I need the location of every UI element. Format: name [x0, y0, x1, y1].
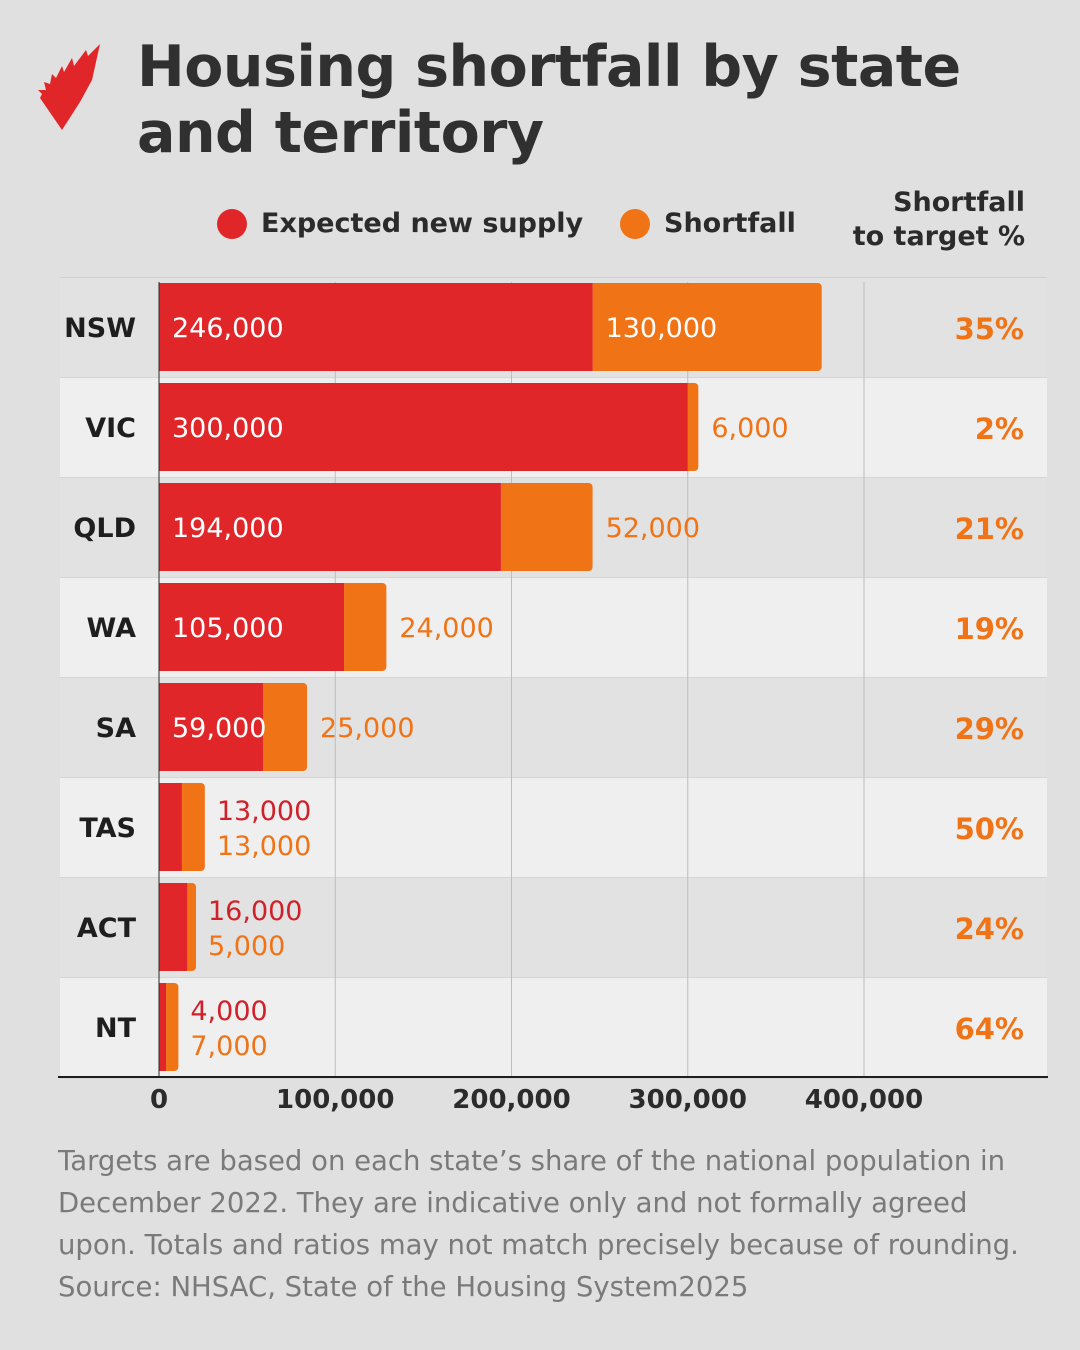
shortfall-bar	[262, 683, 304, 771]
legend-swatch-shortfall	[620, 208, 650, 239]
category-label: QLD	[73, 513, 136, 544]
x-tick-label: 300,000	[629, 1085, 747, 1115]
shortfall-bar	[187, 883, 193, 971]
x-tick-label: 100,000	[276, 1085, 394, 1115]
supply-value-label: 300,000	[172, 413, 284, 444]
shortfall-pct-label: 64%	[955, 1012, 1024, 1046]
x-tick-label: 0	[150, 1085, 168, 1115]
category-label: NSW	[64, 313, 136, 344]
shortfall-bar	[500, 483, 589, 571]
supply-value-label: 246,000	[172, 313, 284, 344]
supply-bar	[159, 983, 167, 1071]
row-background	[60, 878, 1047, 978]
footnote-text: Targets are based on each state’s share …	[58, 1145, 1019, 1261]
shortfall-bar	[166, 983, 175, 1071]
category-label: NT	[95, 1013, 137, 1044]
shortfall-value-label: 24,000	[399, 613, 493, 644]
legend-label-supply: Expected new supply	[261, 208, 584, 239]
shortfall-value-label: 52,000	[606, 513, 700, 544]
legend-swatch-supply	[217, 208, 247, 239]
supply-bar	[159, 283, 593, 371]
shortfall-pct-label: 50%	[955, 812, 1024, 846]
row-background	[60, 778, 1047, 878]
category-label: SA	[96, 713, 136, 744]
category-label: WA	[87, 613, 137, 644]
legend-item-supply: Expected new supply	[217, 208, 583, 239]
shortfall-pct-label: 29%	[955, 712, 1024, 746]
legend-item-shortfall: Shortfall	[620, 208, 796, 239]
row-background	[60, 978, 1047, 1078]
category-label: VIC	[85, 413, 136, 444]
supply-bar	[159, 583, 345, 671]
shortfall-pct-label: 21%	[955, 512, 1024, 546]
x-tick-label: 400,000	[805, 1085, 923, 1115]
shortfall-bar	[687, 383, 695, 471]
shortfall-value-label: 6,000	[711, 413, 788, 444]
shortfall-value-label: 5,000	[208, 931, 285, 962]
supply-value-label: 16,000	[208, 896, 302, 927]
supply-bar	[159, 483, 501, 571]
x-tick-label: 200,000	[452, 1085, 570, 1115]
supply-bar	[159, 383, 688, 471]
source-text: Source: NHSAC, State of the Housing Syst…	[58, 1271, 749, 1303]
shortfall-value-label: 13,000	[217, 831, 311, 862]
shortfall-value-label: 130,000	[606, 313, 718, 344]
supply-value-label: 59,000	[172, 713, 266, 744]
supply-bar	[159, 683, 263, 771]
shortfall-pct-label: 19%	[955, 612, 1024, 646]
category-label: TAS	[79, 813, 136, 844]
supply-value-label: 4,000	[190, 996, 267, 1027]
chart-title: Housing shortfall by state and territory	[137, 34, 961, 166]
legend-label-shortfall: Shortfall	[664, 208, 796, 239]
shortfall-pct-label: 35%	[955, 312, 1024, 346]
shortfall-pct-label: 2%	[975, 412, 1024, 446]
supply-bar	[159, 783, 182, 871]
supply-value-label: 13,000	[217, 796, 311, 827]
supply-value-label: 194,000	[172, 513, 284, 544]
shortfall-pct-label: 24%	[955, 912, 1024, 946]
shortfall-bar	[592, 283, 818, 371]
shortfall-pct-header: Shortfall to target %	[853, 186, 1025, 254]
stacked-bar-chart: 0 100,000 200,000 300,000 400,000 NSW 246,000 1…	[58, 277, 1048, 1115]
footnote: Targets are based on each state’s share …	[58, 1140, 1038, 1308]
shortfall-value-label: 25,000	[320, 713, 414, 744]
shortfall-bar	[181, 783, 201, 871]
supply-value-label: 105,000	[172, 613, 284, 644]
header-line-2: to target %	[852, 221, 1025, 252]
sbs-logo-icon	[38, 44, 100, 130]
shortfall-value-label: 7,000	[190, 1031, 267, 1062]
category-label: ACT	[77, 913, 137, 944]
header-line-1: Shortfall	[893, 187, 1025, 218]
shortfall-bar	[344, 583, 383, 671]
supply-bar	[159, 883, 188, 971]
